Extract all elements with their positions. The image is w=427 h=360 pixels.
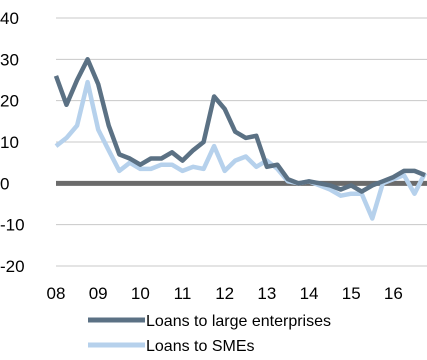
- x-tick-label: 09: [89, 284, 108, 303]
- y-tick-label: -20: [0, 257, 25, 276]
- x-axis-tick-labels: 08 09 10 11 12 13 14 15 16: [47, 284, 403, 303]
- x-tick-label: 08: [47, 284, 66, 303]
- x-tick-label: 13: [257, 284, 276, 303]
- y-tick-label: 0: [0, 174, 9, 193]
- y-tick-label: 10: [0, 133, 19, 152]
- legend-label: Loans to SMEs: [146, 338, 255, 355]
- y-axis-tick-labels: 40 30 20 10 0 -10 -20: [0, 9, 25, 276]
- x-tick-label: 10: [131, 284, 150, 303]
- y-tick-label: -10: [0, 216, 25, 235]
- x-tick-label: 16: [384, 284, 403, 303]
- x-tick-label: 15: [342, 284, 361, 303]
- x-tick-label: 14: [300, 284, 319, 303]
- gridlines: [56, 17, 427, 267]
- x-tick-label: 12: [215, 284, 234, 303]
- series-lines: [53, 57, 427, 221]
- legend-label: Loans to large enterprises: [146, 313, 331, 330]
- series-line-large-enterprises: [53, 57, 426, 194]
- legend: Loans to large enterprises Loans to SMEs: [88, 313, 331, 355]
- x-tick-label: 11: [174, 284, 192, 303]
- y-tick-label: 20: [0, 92, 19, 111]
- series-line-smes: [54, 79, 427, 221]
- y-tick-label: 30: [0, 50, 19, 69]
- y-tick-label: 40: [0, 9, 19, 28]
